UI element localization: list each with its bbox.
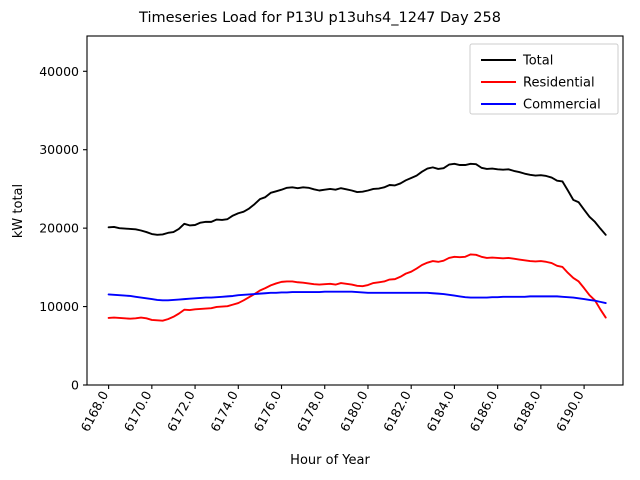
y-tick-label: 40000 — [39, 64, 79, 79]
series-line-residential — [107, 253, 607, 322]
chart-title: Timeseries Load for P13U p13uhs4_1247 Da… — [138, 10, 501, 26]
legend-label-total: Total — [522, 54, 553, 69]
chart-legend: Total Residential Commercial — [469, 43, 619, 115]
y-tick-label: 30000 — [39, 142, 79, 157]
legend-label-residential: Residential — [523, 76, 595, 91]
legend-box — [469, 43, 619, 115]
y-tick-label: 10000 — [39, 299, 79, 314]
y-axis-ticks: 0 10000 20000 30000 40000 — [39, 64, 87, 393]
y-tick-label: 20000 — [39, 221, 79, 236]
x-axis-label: Hour of Year — [290, 453, 370, 468]
legend-label-commercial: Commercial — [523, 98, 601, 113]
series-line-commercial — [107, 290, 607, 304]
y-axis-label: kW total — [11, 184, 26, 238]
y-tick-label: 0 — [71, 378, 79, 393]
series-line-total — [107, 162, 607, 236]
data-series-group — [107, 162, 607, 322]
plot-border — [86, 35, 624, 386]
plot-frame — [86, 35, 624, 386]
